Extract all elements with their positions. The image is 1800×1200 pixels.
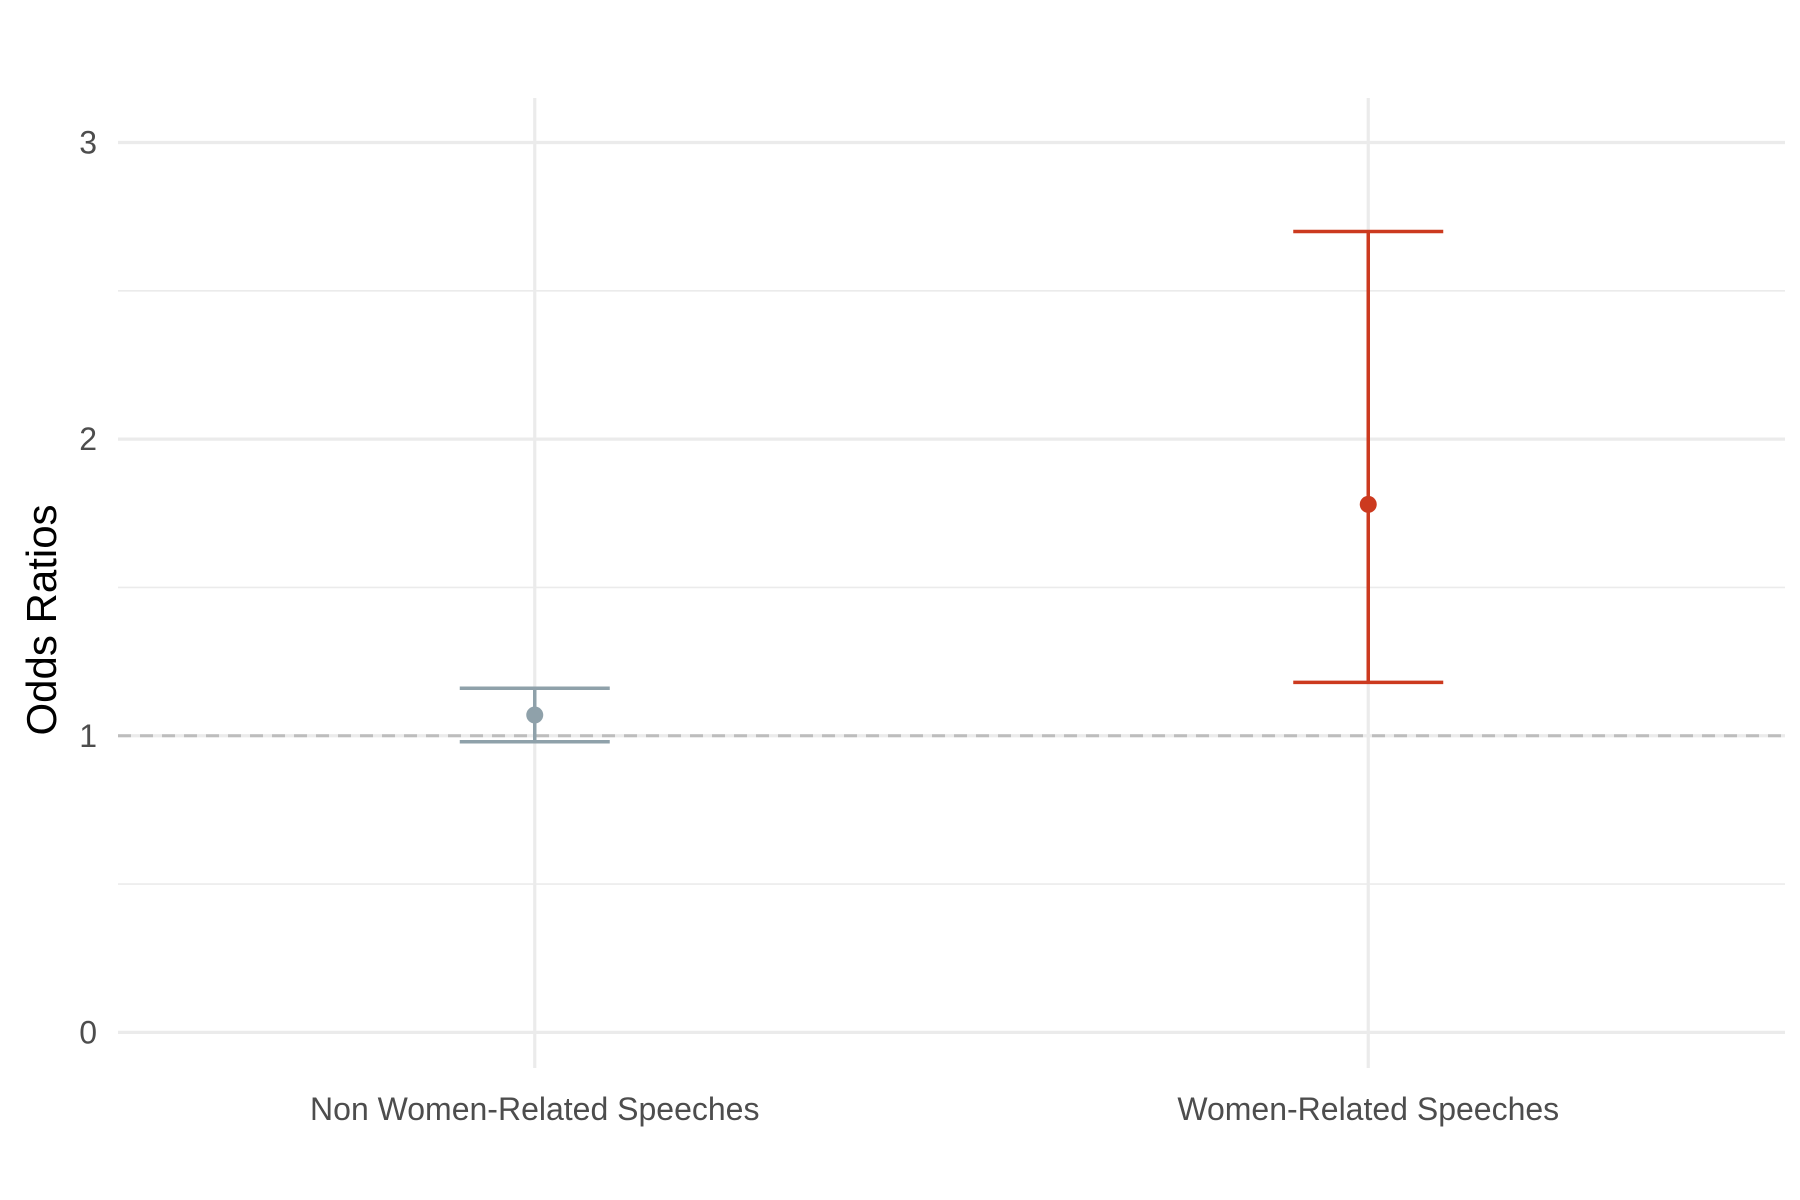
y-tick-labels: 0 1 2 3 <box>79 124 97 1050</box>
minor-gridlines <box>118 290 1785 885</box>
x-tick-label: Women-Related Speeches <box>1177 1091 1559 1127</box>
vertical-gridlines <box>533 98 1370 1068</box>
error-bar-group <box>459 686 610 744</box>
y-tick-label: 3 <box>79 124 97 160</box>
y-tick-label: 0 <box>79 1014 97 1050</box>
y-tick-label: 1 <box>79 718 97 754</box>
major-gridlines <box>118 140 1785 1035</box>
point-estimate <box>526 706 544 724</box>
error-bar-group <box>1293 229 1444 685</box>
x-tick-label: Non Women-Related Speeches <box>310 1091 759 1127</box>
y-axis-title: Odds Ratios <box>18 504 65 735</box>
x-tick-labels: Non Women-Related Speeches Women-Related … <box>310 1091 1559 1127</box>
error-bars <box>459 229 1444 744</box>
point-estimate <box>1359 495 1377 513</box>
y-tick-label: 2 <box>79 421 97 457</box>
